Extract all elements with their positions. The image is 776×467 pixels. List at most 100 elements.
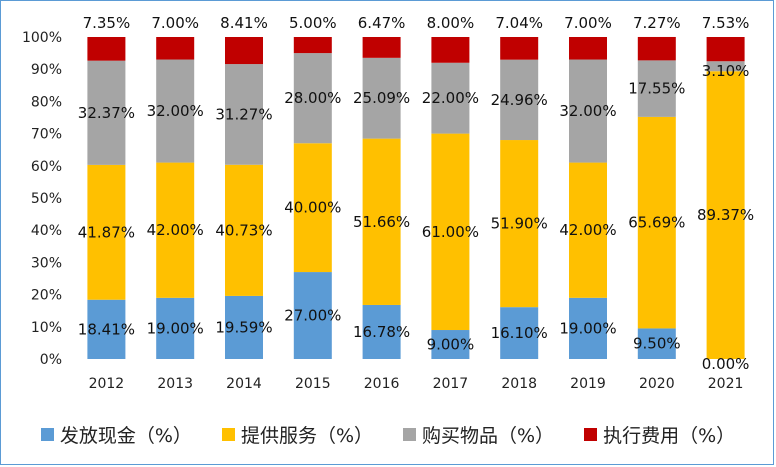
x-tick-label: 2016 <box>364 376 400 392</box>
legend-label-goods: 购买物品（%） <box>422 424 555 447</box>
data-label-goods: 17.55% <box>628 80 685 98</box>
bar-segment-cash <box>500 307 539 359</box>
bar-segment-cash <box>225 295 263 359</box>
bar-segment-expense <box>500 37 539 60</box>
x-tick-label: 2012 <box>89 376 125 392</box>
bar-segment-expense <box>362 37 401 58</box>
data-label-cash: 9.50% <box>633 335 681 353</box>
data-label-service: 65.69% <box>628 214 685 232</box>
bar-segment-goods <box>500 59 539 141</box>
data-label-expense: 8.41% <box>220 14 268 32</box>
legend-item-expense: 执行费用（%） <box>584 421 735 448</box>
data-label-service: 41.87% <box>78 223 135 241</box>
y-tick-label: 0% <box>40 352 62 368</box>
data-label-service: 89.37% <box>697 206 754 224</box>
data-label-expense: 7.53% <box>702 14 750 32</box>
y-tick-label: 30% <box>31 255 62 271</box>
bar-segment-expense <box>569 37 607 60</box>
bar-segment-service <box>362 138 401 305</box>
data-label-goods: 28.00% <box>284 89 341 107</box>
data-label-service: 42.00% <box>559 221 616 239</box>
data-label-expense: 7.00% <box>564 14 612 32</box>
data-label-goods: 32.00% <box>147 102 204 120</box>
bar-segment-service <box>706 71 745 359</box>
x-tick-label: 2014 <box>226 376 262 392</box>
bar-segment-service <box>637 116 676 329</box>
bar-segment-expense <box>225 37 263 65</box>
y-tick-label: 40% <box>31 223 62 239</box>
bar-segment-service <box>225 164 263 296</box>
bar-segment-cash <box>293 272 332 359</box>
y-tick-label: 100% <box>22 30 62 46</box>
data-label-goods: 32.37% <box>78 104 135 122</box>
data-label-cash: 16.78% <box>353 323 410 341</box>
bar-segment-goods <box>293 53 332 144</box>
stacked-bar-chart: 0% 10% 20% 30% 40% 50% 60% 70% 80% 90% 100% 2012 201… <box>22 14 754 392</box>
data-label-expense: 7.27% <box>633 14 681 32</box>
legend-item-service: 提供服务（%） <box>221 421 373 448</box>
y-tick-label: 80% <box>31 94 62 110</box>
legend: 发放现金（%） 提供服务（%） 购买物品（%） 执行费用（%） <box>0 421 776 447</box>
data-label-expense: 6.47% <box>358 14 406 32</box>
bar-segment-goods <box>706 61 745 72</box>
x-tick-label: 2013 <box>157 376 193 392</box>
legend-label-cash: 发放现金（%） <box>59 424 192 447</box>
x-tick-label: 2017 <box>433 376 469 392</box>
data-label-expense: 7.04% <box>495 14 543 32</box>
bar-segment-service <box>87 164 126 300</box>
data-label-expense: 5.00% <box>289 14 337 32</box>
y-tick-label: 20% <box>31 288 62 304</box>
bar-segment-expense <box>637 36 676 61</box>
y-tick-label: 10% <box>31 320 62 336</box>
data-label-service: 51.90% <box>491 215 548 233</box>
data-label-cash: 19.00% <box>147 319 204 337</box>
data-label-goods: 22.00% <box>422 89 479 107</box>
bar-segment-expense <box>156 37 195 60</box>
y-tick-label: 70% <box>31 127 62 143</box>
legend-swatch-expense <box>584 427 598 441</box>
data-label-service: 40.73% <box>215 221 272 239</box>
x-tick-label: 2018 <box>501 376 537 392</box>
data-label-expense: 8.00% <box>427 14 475 32</box>
bar-segment-expense <box>706 37 745 62</box>
data-label-service: 42.00% <box>147 221 204 239</box>
data-label-cash: 27.00% <box>284 307 341 325</box>
bar-segment-cash <box>362 304 401 359</box>
bar-segment-goods <box>362 57 401 139</box>
y-tick-label: 90% <box>31 62 62 78</box>
legend-item-goods: 购买物品（%） <box>403 421 554 448</box>
bar-segment-expense <box>87 37 126 61</box>
bar-segment-goods <box>87 60 126 165</box>
data-label-cash: 19.59% <box>215 318 272 336</box>
bar-segment-service <box>500 140 539 308</box>
data-label-goods: 32.00% <box>559 102 616 120</box>
legend-swatch-cash <box>40 427 54 441</box>
data-label-cash: 19.00% <box>559 319 616 337</box>
data-label-goods: 25.09% <box>353 89 410 107</box>
x-tick-label: 2021 <box>708 376 744 392</box>
data-label-goods: 24.96% <box>491 91 548 109</box>
bar-segment-goods <box>637 60 676 117</box>
bar-segment-cash <box>87 299 126 359</box>
bar-segment-goods <box>156 59 195 163</box>
data-label-cash: 9.00% <box>427 336 475 354</box>
data-label-goods: 31.27% <box>215 105 272 123</box>
bar-segment-cash <box>156 297 195 359</box>
bar-segment-cash <box>637 328 676 359</box>
data-label-cash: 16.10% <box>491 324 548 342</box>
bar-segment-service <box>293 143 332 273</box>
legend-swatch-service <box>221 427 235 441</box>
y-tick-label: 60% <box>31 159 62 175</box>
bar-segment-goods <box>431 62 470 134</box>
x-tick-label: 2020 <box>639 376 675 392</box>
bar-segment-expense <box>293 37 332 54</box>
legend-swatch-goods <box>403 427 416 441</box>
bar-segment-cash <box>431 330 470 359</box>
bar-segment-goods <box>569 59 607 163</box>
bar-segment-expense <box>431 37 470 63</box>
bar-segment-cash <box>569 297 607 359</box>
data-label-expense: 7.00% <box>151 14 199 32</box>
legend-label-service: 提供服务（%） <box>240 424 373 447</box>
data-label-service: 40.00% <box>284 199 341 217</box>
x-tick-label: 2015 <box>295 376 331 392</box>
